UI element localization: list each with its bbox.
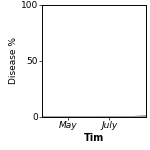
X-axis label: Tim: Tim	[84, 133, 104, 143]
Y-axis label: Disease %: Disease %	[9, 37, 18, 84]
